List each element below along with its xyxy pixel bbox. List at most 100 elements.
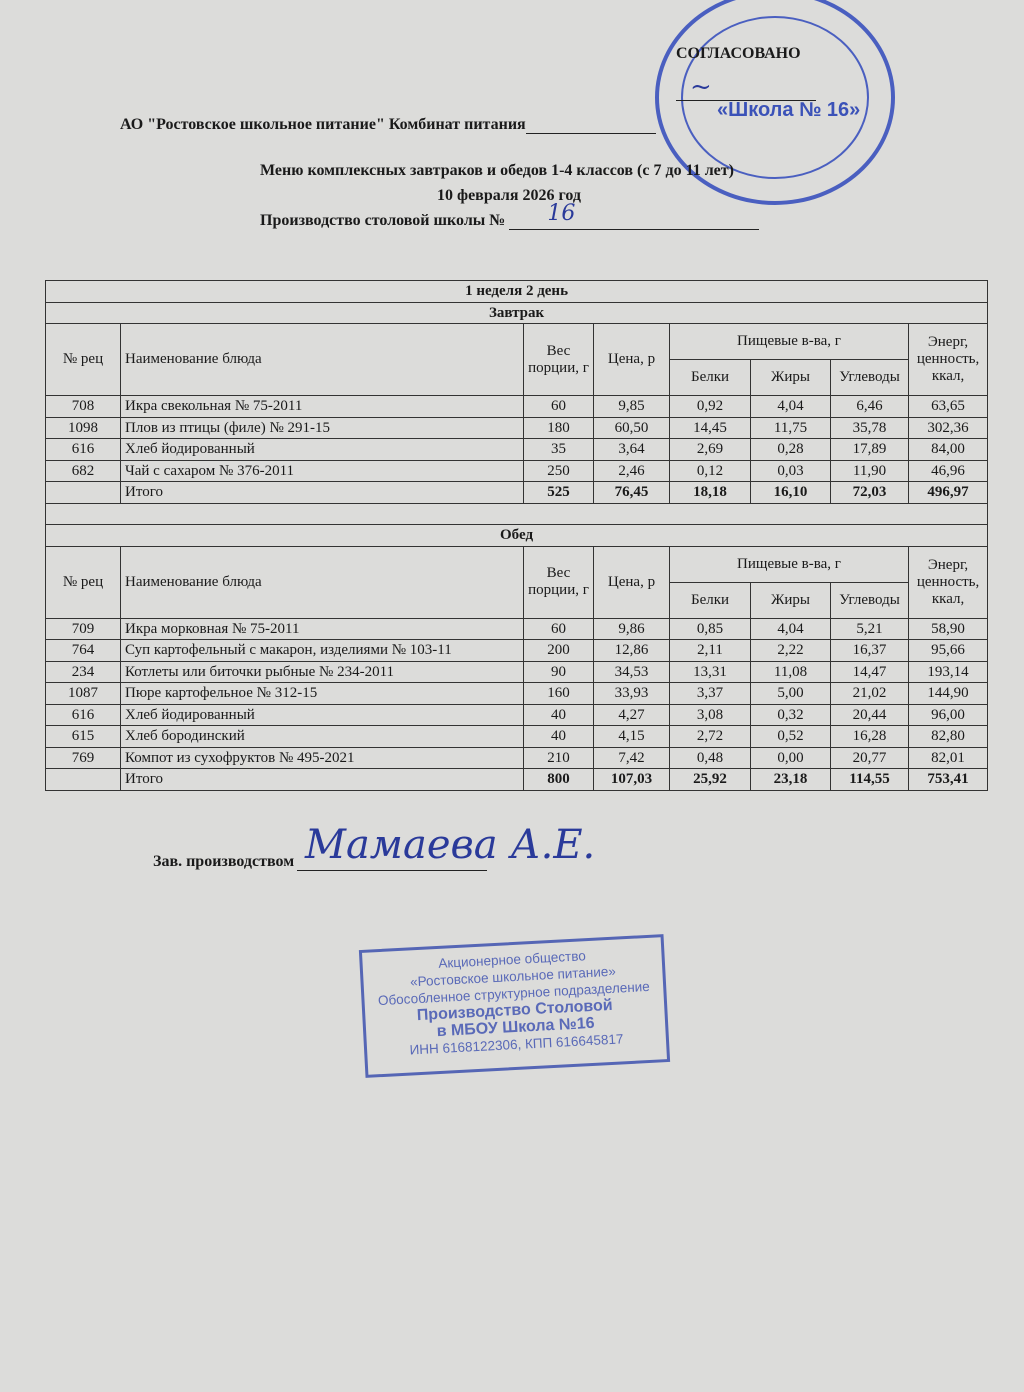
menu-title: Меню комплексных завтраков и обедов 1-4 … [260, 162, 734, 179]
table-row: 1087 Пюре картофельное № 312-15 160 33,93 3,… [45, 682, 989, 705]
table-cell: 84,00 [907, 438, 989, 461]
table-cell: 2,11 [669, 639, 751, 662]
breakfast-title-row: Завтрак [44, 301, 989, 324]
table-cell: 33,93 [593, 682, 670, 705]
table-cell: 5,00 [750, 682, 831, 705]
header-carbs: Углеводы [830, 359, 909, 396]
table-cell: 20,44 [830, 703, 909, 726]
approval-line [676, 100, 816, 101]
table-cell: Итого [120, 481, 524, 504]
column-header-row: № рец Наименование блюда Вес порции, г Цена… [45, 323, 989, 396]
table-cell: 17,89 [830, 438, 909, 461]
table-cell: 682 [45, 459, 121, 482]
table-cell: Котлеты или биточки рыбные № 234-2011 [120, 660, 524, 683]
table-cell: 46,96 [907, 459, 989, 482]
organization-title: АО "Ростовское школьное питание" Комбина… [120, 116, 656, 134]
header-nutrients: Пищевые в-ва, г [669, 323, 909, 360]
table-row: 764 Суп картофельный с макарон, изделиями… [45, 639, 989, 662]
table-cell: 18,18 [669, 481, 751, 504]
table-cell: 210 [523, 746, 594, 769]
school-number-field: 16 [509, 201, 760, 230]
table-cell: 16,37 [830, 639, 909, 662]
menu-date: 10 февраля 2026 год [437, 187, 581, 204]
stamp-school-name: «Школа № 16» [717, 99, 861, 121]
header-energy: Энерг, ценность, ккал, [907, 545, 989, 619]
table-cell: 11,75 [750, 416, 831, 439]
table-cell: 496,97 [907, 481, 989, 504]
rectangular-stamp: Акционерное общество «Ростовское школьно… [358, 934, 671, 1078]
table-cell: 114,55 [830, 768, 909, 791]
table-cell: Икра свекольная № 75-2011 [120, 395, 524, 418]
table-row: 708 Икра свекольная № 75-2011 60 9,85 0,92 4,… [45, 395, 989, 418]
table-cell: 1098 [45, 416, 121, 439]
table-cell: Хлеб бородинский [120, 725, 524, 748]
table-cell: 2,22 [750, 639, 831, 662]
week-day-title: 1 неделя 2 день [44, 280, 989, 303]
table-cell: 144,90 [907, 682, 989, 705]
table-cell [45, 768, 121, 791]
table-cell: 82,80 [907, 725, 989, 748]
signature-line [297, 870, 487, 871]
table-row: 234 Котлеты или биточки рыбные № 234-2011… [45, 660, 989, 683]
table-cell: 60,50 [593, 416, 670, 439]
table-cell: 11,90 [830, 459, 909, 482]
table-cell: 9,85 [593, 395, 670, 418]
table-cell: 23,18 [750, 768, 831, 791]
header-dish-name: Наименование блюда [120, 323, 524, 396]
table-cell: 21,02 [830, 682, 909, 705]
organization-line [525, 119, 656, 134]
table-cell: 200 [523, 639, 594, 662]
header-weight: Вес порции, г [523, 545, 594, 619]
table-cell: 25,92 [669, 768, 751, 791]
lunch-title: Обед [44, 524, 989, 547]
table-cell: 76,45 [593, 481, 670, 504]
table-cell: 63,65 [907, 395, 989, 418]
header-fats: Жиры [750, 359, 831, 396]
table-cell: 2,72 [669, 725, 751, 748]
table-cell: 0,03 [750, 459, 831, 482]
table-cell: Икра морковная № 75-2011 [120, 617, 524, 640]
table-cell: 14,45 [669, 416, 751, 439]
table-cell: 4,04 [750, 617, 831, 640]
breakfast-title: Завтрак [44, 301, 989, 324]
table-cell: Плов из птицы (филе) № 291-15 [120, 416, 524, 439]
header-weight: Вес порции, г [523, 323, 594, 396]
table-cell: 2,69 [669, 438, 751, 461]
table-cell: 3,08 [669, 703, 751, 726]
table-row: 616 Хлеб йодированный 40 4,27 3,08 0,32 20,44 9… [45, 703, 989, 726]
menu-table: 1 неделя 2 день Завтрак № рец Наименование … [44, 280, 989, 791]
table-cell: 95,66 [907, 639, 989, 662]
table-cell: 7,42 [593, 746, 670, 769]
table-cell: 234 [45, 660, 121, 683]
table-cell: 2,46 [593, 459, 670, 482]
approval-signature: ~ [690, 72, 712, 102]
table-cell: 0,00 [750, 746, 831, 769]
table-cell: 60 [523, 617, 594, 640]
table-cell: 58,90 [907, 617, 989, 640]
week-day-row: 1 неделя 2 день [44, 280, 989, 303]
table-cell: Пюре картофельное № 312-15 [120, 682, 524, 705]
header-recipe-no: № рец [45, 323, 121, 396]
table-cell: 4,15 [593, 725, 670, 748]
production-line: Производство столовой школы № 16 [260, 201, 760, 230]
table-row: 1098 Плов из птицы (филе) № 291-15 180 60,5… [45, 416, 989, 439]
table-cell: 615 [45, 725, 121, 748]
table-cell: 302,36 [907, 416, 989, 439]
table-cell: 82,01 [907, 746, 989, 769]
breakfast-total-row: Итого 525 76,45 18,18 16,10 72,03 496,97 [45, 481, 989, 504]
table-cell: 35,78 [830, 416, 909, 439]
table-cell: 0,48 [669, 746, 751, 769]
round-school-stamp: «Школа № 16» [655, 0, 895, 205]
table-cell: 525 [523, 481, 594, 504]
table-row: 615 Хлеб бородинский 40 4,15 2,72 0,52 16,28 82… [45, 725, 989, 748]
column-header-row: № рец Наименование блюда Вес порции, г Цена… [45, 545, 989, 619]
table-cell: 107,03 [593, 768, 670, 791]
table-cell: 5,21 [830, 617, 909, 640]
table-cell: 0,52 [750, 725, 831, 748]
table-cell: 35 [523, 438, 594, 461]
table-row: 769 Компот из сухофруктов № 495-2021 210 7,… [45, 746, 989, 769]
table-cell: 6,46 [830, 395, 909, 418]
table-cell: 3,64 [593, 438, 670, 461]
header-fats: Жиры [750, 581, 831, 619]
table-cell: 1087 [45, 682, 121, 705]
